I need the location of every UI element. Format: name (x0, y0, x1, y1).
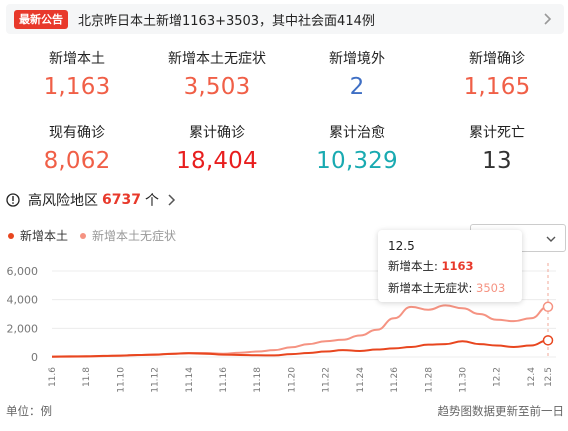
y-tick-label: 4,000 (7, 294, 39, 307)
x-tick-label: 11.28 (424, 367, 434, 393)
chart-legend: 新增本土 新增本土无症状 (8, 227, 188, 244)
tooltip-row-local: 新增本土: 1163 (388, 256, 512, 276)
tooltip-local-value: 1163 (441, 259, 474, 273)
tooltip-asym-value: 3503 (476, 281, 506, 295)
info-icon (6, 193, 20, 207)
chevron-down-icon (546, 236, 556, 242)
y-tick-label: 0 (31, 351, 38, 364)
y-tick-label: 2,000 (7, 322, 39, 335)
series-line (51, 339, 549, 358)
x-tick-label: 11.16 (219, 367, 229, 393)
x-tick-label: 11.8 (82, 367, 92, 387)
tooltip-asym-label: 新增本土无症状: (388, 281, 473, 295)
stat-new-imported: 新增境外 2 (286, 50, 428, 102)
stat-label: 新增境外 (329, 51, 385, 67)
announcement-badge: 最新公告 (14, 9, 68, 29)
x-tick-label: 11.12 (151, 367, 161, 393)
x-tick-label: 11.26 (390, 367, 400, 393)
high-risk-label: 高风险地区 (28, 193, 98, 209)
stat-label: 现有确诊 (49, 125, 105, 141)
stat-value: 1,163 (43, 74, 111, 100)
tooltip-row-asymptomatic: 新增本土无症状: 3503 (388, 278, 512, 298)
legend-label: 新增本土 (20, 229, 69, 243)
update-note: 趋势图数据更新至前一日 (437, 404, 565, 418)
chart-tooltip: 12.5 新增本土: 1163 新增本土无症状: 3503 (378, 230, 522, 302)
series-end-point (542, 335, 554, 346)
stat-value: 10,329 (316, 148, 398, 174)
stat-label: 累计确诊 (189, 125, 245, 141)
stat-total-deaths: 累计死亡 13 (426, 124, 568, 176)
high-risk-count: 6737 (102, 192, 141, 208)
stat-existing-confirmed: 现有确诊 8,062 (6, 124, 148, 176)
x-tick-label: 12.5 (544, 367, 554, 387)
tooltip-local-label: 新增本土: (388, 259, 438, 273)
stat-value: 13 (482, 148, 512, 174)
x-tick-label: 11.30 (458, 367, 468, 393)
stat-new-asymptomatic: 新增本土无症状 3,503 (146, 50, 288, 102)
stat-value: 2 (349, 74, 365, 100)
announcement-text[interactable]: 北京昨日本土新增1163+3503，其中社会面414例 (78, 13, 375, 29)
stat-value: 18,404 (176, 148, 258, 174)
announcement-bar[interactable]: 最新公告 北京昨日本土新增1163+3503，其中社会面414例 (6, 4, 564, 34)
stat-label: 新增确诊 (469, 51, 525, 67)
stat-new-local: 新增本土 1,163 (6, 50, 148, 102)
legend-dot (8, 232, 14, 239)
legend-dot (80, 232, 87, 239)
stat-total-confirmed: 累计确诊 18,404 (146, 124, 288, 176)
legend-item-local[interactable]: 新增本土 (8, 227, 68, 244)
x-tick-label: 11.20 (287, 367, 297, 393)
series-line (51, 304, 549, 358)
legend-label: 新增本土无症状 (92, 229, 177, 243)
tooltip-date: 12.5 (388, 239, 415, 253)
high-risk-unit: 个 (144, 193, 159, 209)
x-tick-label: 12.4 (527, 367, 537, 387)
chevron-right-icon[interactable] (540, 12, 554, 26)
x-tick-label: 11.14 (185, 367, 195, 393)
high-risk-areas-link[interactable]: 高风险地区 6737 个 (6, 190, 177, 210)
stat-total-recovered: 累计治愈 10,329 (286, 124, 428, 176)
x-tick-label: 11.10 (116, 367, 126, 393)
stat-value: 8,062 (43, 148, 111, 174)
series-end-point (542, 301, 554, 313)
y-tick-label: 6,000 (7, 265, 39, 278)
stat-label: 累计死亡 (469, 125, 525, 141)
stat-new-confirmed: 新增确诊 1,165 (426, 50, 568, 102)
chevron-right-icon (168, 194, 176, 206)
stat-label: 新增本土 (49, 51, 105, 67)
stat-label: 累计治愈 (329, 125, 385, 141)
x-tick-label: 12.2 (493, 367, 503, 387)
legend-item-asymptomatic[interactable]: 新增本土无症状 (80, 227, 176, 244)
trend-chart: 6,000 4,000 2,000 0 11.6 11.8 11.10 11.12 11.14 1… (7, 263, 556, 393)
x-tick-label: 11.22 (322, 367, 332, 393)
x-tick-label: 11.6 (48, 367, 58, 387)
stat-value: 1,165 (463, 74, 531, 100)
x-tick-label: 11.18 (253, 367, 263, 393)
unit-label: 单位：例 (6, 404, 52, 418)
x-tick-label: 11.24 (356, 367, 366, 393)
stat-value: 3,503 (183, 74, 251, 100)
stat-label: 新增本土无症状 (168, 51, 266, 67)
